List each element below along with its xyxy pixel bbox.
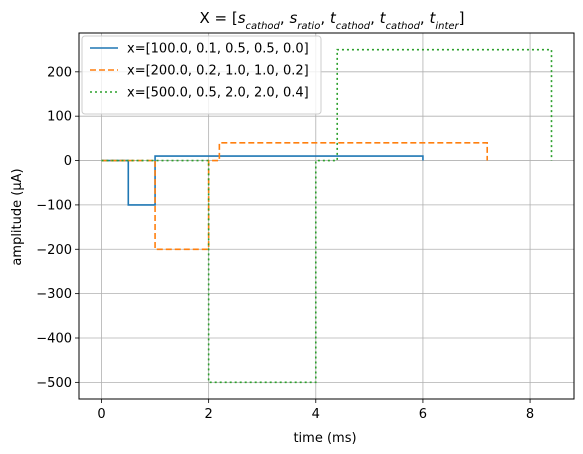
- y-tick-label: −200: [36, 243, 72, 258]
- title-part: ,: [280, 9, 290, 27]
- series-line-2: [101, 142, 489, 251]
- title-part: cathod: [336, 21, 371, 32]
- x-axis-label: time (ms): [293, 431, 356, 446]
- series-line-3: [101, 48, 553, 384]
- title-part: s: [289, 9, 297, 27]
- legend-label-2: x=[200.0, 0.2, 1.0, 1.0, 0.2]: [127, 64, 309, 79]
- x-tick-label: 4: [312, 407, 320, 422]
- y-tick-label: −500: [36, 376, 72, 391]
- title-part: ,: [320, 9, 330, 27]
- y-tick-label: 200: [47, 65, 72, 80]
- title-part: ]: [459, 9, 465, 27]
- y-axis-ticks: −500 −400 −300 −200 −100 0 100 200: [36, 65, 79, 391]
- title-part: s: [238, 9, 246, 27]
- x-tick-label: 2: [205, 407, 213, 422]
- legend-box: [81, 35, 322, 115]
- y-axis-label: amplitude (μA): [10, 168, 25, 265]
- y-tick-label: 0: [64, 154, 72, 169]
- title-part: inter: [435, 21, 459, 32]
- legend-label-1: x=[100.0, 0.1, 0.5, 0.5, 0.0]: [127, 42, 309, 57]
- y-tick-label: −300: [36, 287, 72, 302]
- y-tick-label: −100: [36, 198, 72, 213]
- title-part: ,: [370, 9, 380, 27]
- x-tick-label: 6: [419, 407, 427, 422]
- plot-lines: [101, 48, 553, 384]
- title-part: ,: [420, 9, 430, 27]
- y-tick-label: −400: [36, 332, 72, 347]
- legend: x=[100.0, 0.1, 0.5, 0.5, 0.0] x=[200.0, 0…: [81, 35, 322, 115]
- title-part: cathod: [386, 21, 421, 32]
- chart-title: X = [scathod, sratio, tcathod, tcathod, …: [199, 9, 464, 32]
- x-tick-label: 0: [97, 407, 105, 422]
- x-axis-ticks: 0 2 4 6 8: [97, 399, 534, 422]
- title-part: ratio: [297, 21, 320, 32]
- title-part: X = [: [199, 9, 237, 27]
- title-part: t: [429, 9, 436, 27]
- title-part: cathod: [246, 21, 281, 32]
- axes-frame: [78, 32, 575, 400]
- title-part: t: [330, 9, 337, 27]
- legend-label-3: x=[500.0, 0.5, 2.0, 2.0, 0.4]: [127, 86, 309, 101]
- x-tick-label: 8: [526, 407, 534, 422]
- y-tick-label: 100: [47, 110, 72, 125]
- title-part: t: [380, 9, 387, 27]
